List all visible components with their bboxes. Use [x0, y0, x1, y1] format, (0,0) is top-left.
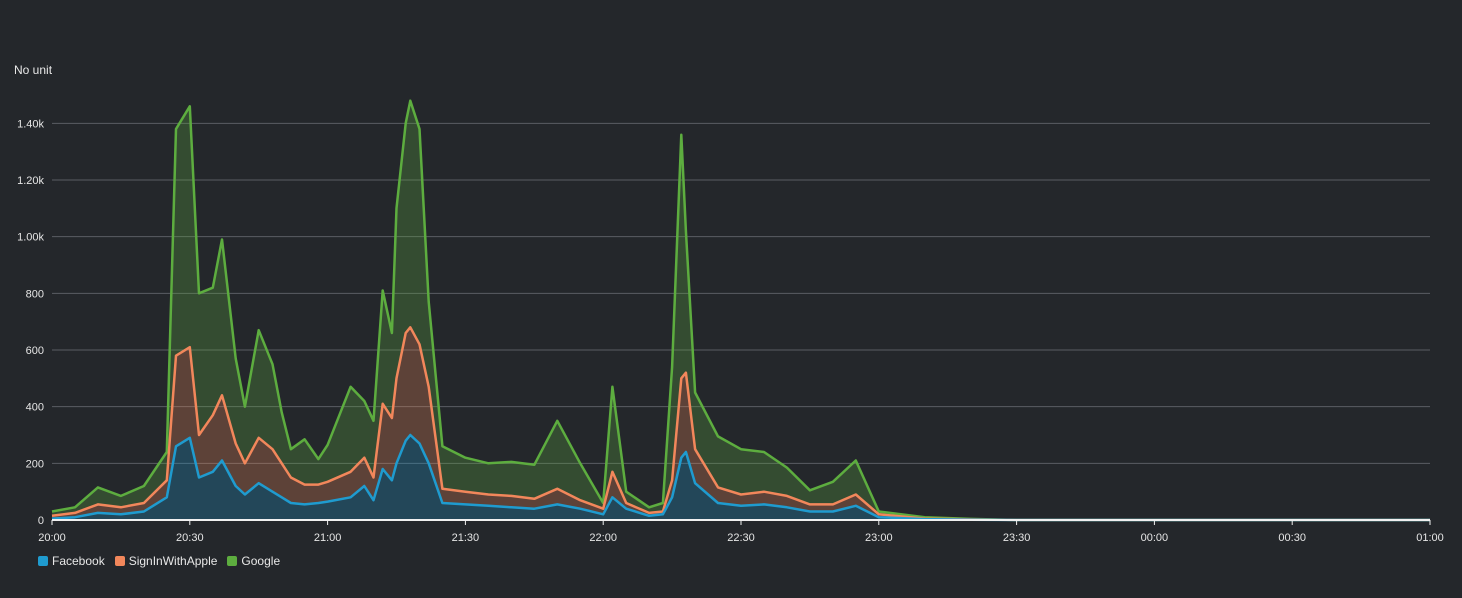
area-facebook — [52, 435, 1430, 520]
x-tick-label: 20:00 — [38, 532, 66, 544]
y-tick-label: 800 — [26, 288, 44, 300]
y-tick-label: 1.40k — [17, 118, 44, 130]
x-tick-label: 00:00 — [1141, 532, 1169, 544]
y-tick-label: 1.20k — [17, 175, 44, 187]
legend-item-facebook[interactable]: Facebook — [38, 554, 105, 568]
line-google[interactable] — [51, 99, 1430, 522]
x-tick-label: 22:30 — [727, 532, 755, 544]
legend-item-signinwithapple[interactable]: SignInWithApple — [114, 554, 218, 568]
y-tick-label: 600 — [26, 345, 44, 357]
x-tick-label: 21:00 — [314, 532, 342, 544]
y-tick-label: 200 — [26, 458, 44, 470]
legend-swatch — [227, 556, 238, 566]
line-signinwithapple[interactable] — [51, 326, 1430, 522]
legend-swatch — [38, 556, 48, 566]
x-tick-label: 22:00 — [589, 532, 617, 544]
legend-label: Google — [241, 554, 281, 568]
legend-label: Facebook — [52, 554, 105, 568]
y-tick-label: 0 — [38, 515, 44, 527]
x-tick-label: 20:30 — [176, 532, 204, 544]
area-google — [52, 100, 1430, 520]
x-tick-label: 23:00 — [865, 532, 893, 544]
series-lines — [51, 99, 1430, 522]
x-tick-label: 21:30 — [452, 532, 480, 544]
x-tick-label: 00:30 — [1278, 532, 1306, 544]
legend-item-google[interactable]: Google — [227, 554, 280, 568]
series-areas — [52, 100, 1430, 520]
legend-label: SignInWithApple — [128, 554, 218, 568]
y-unit-label: No unit — [14, 63, 53, 77]
y-tick-label: 400 — [26, 402, 44, 414]
x-tick-label: 23:30 — [1003, 532, 1031, 544]
legend: Facebook SignInWithApple Google — [38, 554, 280, 568]
y-tick-label: 1.00k — [17, 232, 44, 244]
line-facebook[interactable] — [51, 433, 1430, 522]
legend-swatch — [114, 556, 125, 566]
axes: 0 200 400 600 800 1.00k 1.20k 1.40k 20:00 20:30 21… — [17, 118, 1444, 544]
x-tick-label: 01:00 — [1416, 532, 1444, 544]
